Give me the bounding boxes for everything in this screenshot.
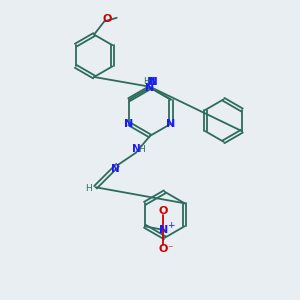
- Text: N: N: [146, 77, 155, 87]
- Text: O: O: [158, 244, 168, 254]
- Text: N: N: [159, 225, 168, 235]
- Text: N: N: [166, 119, 176, 129]
- Text: O: O: [158, 206, 168, 216]
- Text: N: N: [132, 144, 141, 154]
- Text: ⁻: ⁻: [167, 244, 172, 254]
- Text: N: N: [149, 77, 158, 87]
- Text: H: H: [138, 145, 145, 154]
- Text: +: +: [167, 221, 174, 230]
- Text: O: O: [102, 14, 111, 24]
- Text: N: N: [111, 164, 120, 174]
- Text: N: N: [124, 119, 134, 129]
- Text: H: H: [143, 77, 150, 86]
- Text: H: H: [146, 77, 153, 86]
- Text: N: N: [146, 82, 154, 93]
- Text: H: H: [85, 184, 92, 193]
